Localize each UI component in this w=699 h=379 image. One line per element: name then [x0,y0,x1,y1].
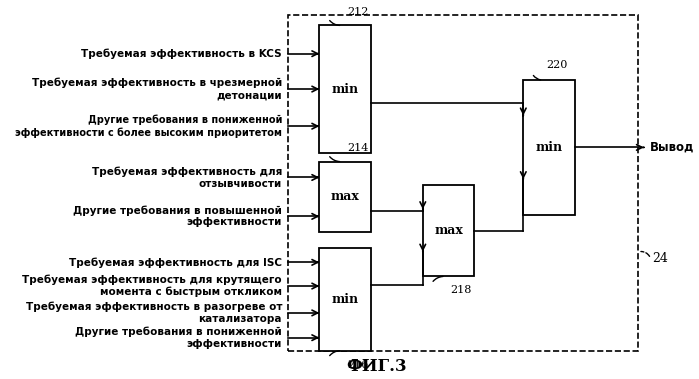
Text: Требуемая эффективность в KCS: Требуемая эффективность в KCS [82,49,282,59]
Text: Требуемая эффективность в чрезмерной
детонации: Требуемая эффективность в чрезмерной дет… [32,78,282,100]
Text: min: min [332,293,359,306]
Bar [524,80,575,215]
Text: 220: 220 [546,60,568,70]
Text: Другие требования в пониженной
эффективности: Другие требования в пониженной эффективн… [75,327,282,349]
Text: 212: 212 [347,6,368,17]
Text: Требуемая эффективность для ISC: Требуемая эффективность для ISC [69,257,282,268]
Text: max: max [434,224,463,237]
Bar [288,15,638,351]
Bar [319,248,371,351]
Text: min: min [535,141,563,154]
Bar [319,25,371,153]
Text: 214: 214 [347,143,368,153]
Text: Требуемая эффективность для
отзывчивости: Требуемая эффективность для отзывчивости [92,166,282,188]
Text: Другие требования в повышенной
эффективности: Другие требования в повышенной эффективн… [73,205,282,227]
Text: Вывод: Вывод [649,141,694,154]
Text: ФИГ.3: ФИГ.3 [347,358,407,375]
Text: 218: 218 [450,285,472,295]
Bar [319,161,371,232]
Text: 216: 216 [347,360,368,370]
Text: Требуемая эффективность для крутящего
момента с быстрым откликом: Требуемая эффективность для крутящего мо… [22,275,282,298]
Text: min: min [332,83,359,96]
Text: max: max [331,190,360,204]
Text: Требуемая эффективность в разогреве от
катализатора: Требуемая эффективность в разогреве от к… [26,302,282,324]
Text: 24: 24 [652,252,668,265]
Text: Другие требования в пониженной
эффективности с более высоким приоритетом: Другие требования в пониженной эффективн… [15,115,282,138]
Bar [423,185,475,277]
